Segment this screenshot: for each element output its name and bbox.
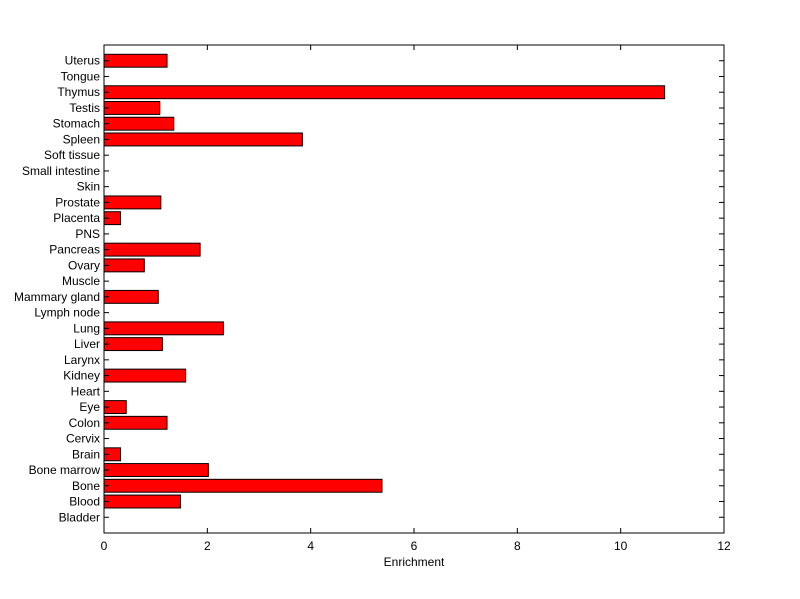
x-tick-label-10: 10 — [614, 539, 628, 553]
y-tick-label-colon: Colon — [69, 416, 100, 430]
y-tick-label-larynx: Larynx — [64, 353, 100, 367]
y-tick-label-thymus: Thymus — [57, 85, 100, 99]
y-tick-label-cervix: Cervix — [66, 432, 100, 446]
bar-bone — [103, 478, 383, 493]
y-tick-label-placenta: Placenta — [53, 211, 100, 225]
bar-colon — [103, 415, 168, 430]
y-tick-label-soft-tissue: Soft tissue — [44, 148, 100, 162]
bar-blood — [103, 494, 181, 509]
y-tick-label-stomach: Stomach — [53, 117, 100, 131]
bar-spleen — [103, 132, 303, 147]
y-tick-label-prostate: Prostate — [55, 195, 100, 209]
y-tick-label-brain: Brain — [72, 447, 100, 461]
x-tick-label-4: 4 — [307, 539, 314, 553]
y-tick-label-ovary: Ovary — [68, 258, 100, 272]
bars-group — [103, 53, 666, 509]
y-tick-label-tongue: Tongue — [61, 69, 101, 83]
x-tick-label-6: 6 — [411, 539, 418, 553]
ticks-group — [103, 45, 725, 533]
y-tick-label-kidney: Kidney — [63, 369, 100, 383]
bar-pancreas — [103, 242, 201, 257]
y-tick-label-lymph-node: Lymph node — [34, 306, 100, 320]
y-tick-label-eye: Eye — [79, 400, 100, 414]
y-tick-label-heart: Heart — [71, 384, 101, 398]
y-tick-label-mammary-gland: Mammary gland — [14, 290, 100, 304]
y-tick-label-muscle: Muscle — [62, 274, 100, 288]
x-tick-label-12: 12 — [717, 539, 731, 553]
bar-thymus — [103, 85, 666, 100]
y-tick-label-pns: PNS — [75, 227, 100, 241]
bar-mammary-gland — [103, 289, 159, 304]
y-tick-label-uterus: Uterus — [65, 54, 100, 68]
bar-prostate — [103, 195, 162, 210]
bar-kidney — [103, 368, 187, 383]
x-tick-label-2: 2 — [204, 539, 211, 553]
axes-box — [103, 44, 725, 534]
y-tick-label-small-intestine: Small intestine — [22, 164, 100, 178]
y-tick-label-testis: Testis — [69, 101, 100, 115]
bar-bone-marrow — [103, 463, 209, 477]
x-tick-label-8: 8 — [514, 539, 521, 553]
bar-lung — [103, 321, 224, 336]
y-tick-label-lung: Lung — [73, 321, 100, 335]
y-tick-label-bladder: Bladder — [59, 510, 100, 524]
y-tick-label-liver: Liver — [74, 337, 100, 351]
y-tick-label-bone-marrow: Bone marrow — [29, 463, 101, 477]
y-tick-label-blood: Blood — [69, 495, 100, 509]
bar-liver — [103, 337, 163, 352]
bar-ovary — [103, 258, 145, 273]
y-tick-label-pancreas: Pancreas — [49, 243, 100, 257]
x-tick-label-0: 0 — [101, 539, 108, 553]
x-tick-labels: 0 2 4 6 8 10 12 — [101, 539, 731, 553]
bar-stomach — [103, 116, 175, 131]
bar-uterus — [103, 53, 168, 68]
x-axis-label: Enrichment — [384, 555, 445, 569]
y-tick-label-spleen: Spleen — [63, 132, 100, 146]
y-tick-label-skin: Skin — [77, 180, 100, 194]
y-tick-label-bone: Bone — [72, 479, 100, 493]
bar-testis — [103, 101, 161, 115]
